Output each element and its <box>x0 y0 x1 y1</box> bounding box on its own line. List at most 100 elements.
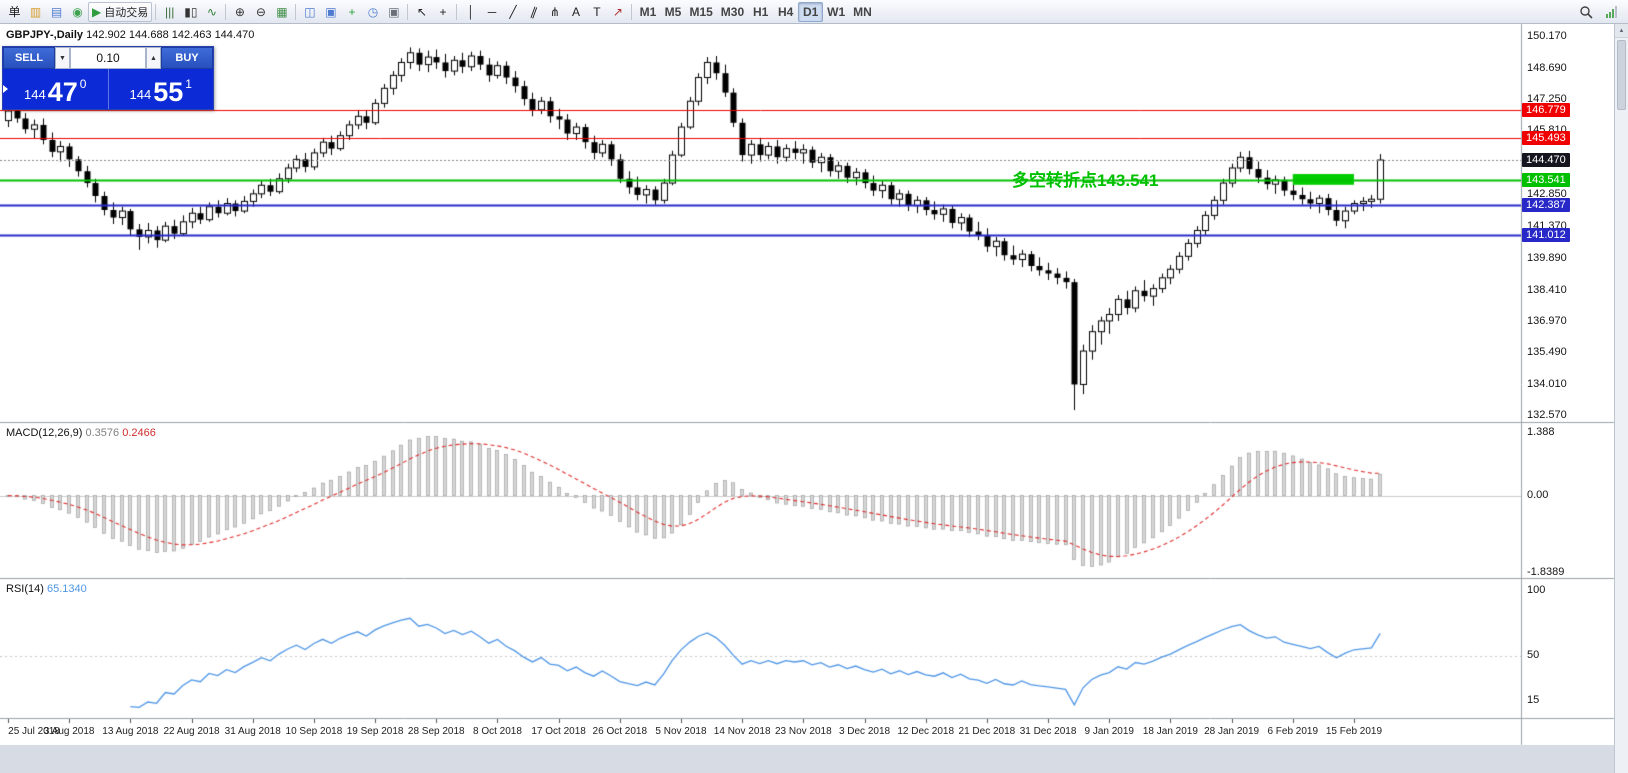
navigator-button-icon: ◉ <box>72 4 83 19</box>
search-button[interactable] <box>1575 2 1597 22</box>
timeframe-button-mn-icon: MN <box>853 4 872 19</box>
sell-price[interactable]: 144 47 0 <box>24 77 87 108</box>
indicators-button[interactable]: + <box>341 2 362 22</box>
timeframe-button-m1[interactable]: M1 <box>635 2 660 22</box>
buy-button[interactable]: BUY <box>161 47 213 69</box>
zoom-in-button[interactable]: ⊕ <box>229 2 250 22</box>
autotrading-button-label: 自动交易 <box>104 6 149 19</box>
vertical-line-button[interactable]: │ <box>460 2 481 22</box>
new-window-button-icon: ▣ <box>325 4 337 19</box>
toolbar-separator <box>295 3 297 20</box>
vertical-line-button-icon: │ <box>467 4 475 19</box>
macd-main-value: 0.3576 <box>85 427 120 439</box>
spread-pointer-icon <box>3 85 8 93</box>
volume-decrease-button[interactable]: ▼ <box>55 47 70 69</box>
timeframe-button-mn[interactable]: MN <box>849 2 876 22</box>
horizontal-line-button-icon: ─ <box>487 4 497 19</box>
trendline-button[interactable]: ╱ <box>502 2 523 22</box>
line-chart-type-button[interactable]: ∿ <box>201 2 222 22</box>
equidistant-channel-button[interactable]: ∥ <box>523 2 544 22</box>
scrollbar-up-arrow[interactable]: ▲ <box>1615 24 1628 38</box>
toolbar-separator <box>631 3 633 20</box>
scrollbar-thumb[interactable] <box>1617 40 1626 110</box>
timeframe-button-d1[interactable]: D1 <box>798 1 824 22</box>
timeframe-button-m30[interactable]: M30 <box>717 2 748 22</box>
arrows-button-icon: ↗ <box>612 4 623 19</box>
templates-button-icon: ▣ <box>388 4 400 19</box>
toolbar: 单 ▥ ▤ ◉ ▶ 自动交易 ||| ▮▯ ∿ ⊕ ⊖ ▦ ◫ ▣ + ◷ ▣ ↖ + │ ─ ╱ ∥ ⋔ A T ↗ M1 M5 M15… <box>0 0 1628 24</box>
market-watch-button[interactable]: ▤ <box>46 2 67 22</box>
templates-button[interactable]: ▣ <box>383 2 404 22</box>
search-icon <box>1580 5 1593 19</box>
timeframe-button-m5-icon: M5 <box>664 4 682 19</box>
new-order-button[interactable]: 单 <box>4 2 25 22</box>
text-button[interactable]: A <box>565 2 586 22</box>
new-order-button-icon: 单 <box>8 4 21 19</box>
tile-windows-button-icon: ◫ <box>304 4 316 19</box>
buy-price[interactable]: 144 55 1 <box>107 69 214 109</box>
status-strip <box>0 745 1614 773</box>
pivot-annotation-text: 多空转折点143.541 <box>1012 171 1159 190</box>
bar-chart-type-button[interactable]: ||| <box>159 2 180 22</box>
timeframe-button-h4[interactable]: H4 <box>773 2 798 22</box>
toolbar-separator <box>155 3 157 20</box>
navigator-button[interactable]: ◉ <box>67 2 88 22</box>
trade-controls-row: SELL ▼ ▲ BUY <box>3 47 213 69</box>
new-window-button[interactable]: ▣ <box>320 2 341 22</box>
bar-chart-type-button-icon: ||| <box>165 4 175 19</box>
toolbar-right <box>1575 2 1624 22</box>
volume-increase-button[interactable]: ▲ <box>146 47 161 69</box>
chart-window-icon-button[interactable]: ▥ <box>25 2 46 22</box>
zoom-out-button[interactable]: ⊖ <box>250 2 271 22</box>
chart-window-icon-button-icon: ▥ <box>29 4 42 19</box>
horizontal-line-button[interactable]: ─ <box>481 2 502 22</box>
autotrading-button-icon: ▶ <box>92 4 102 19</box>
toolbar-separator <box>407 3 409 20</box>
text-button-icon: A <box>571 4 580 19</box>
volume-input[interactable] <box>70 47 146 69</box>
crosshair-button-icon: + <box>439 4 447 19</box>
timeframe-button-m15[interactable]: M15 <box>685 2 716 22</box>
zoom-out-button-icon: ⊖ <box>255 4 266 19</box>
andrews-pitchfork-button[interactable]: ⋔ <box>544 2 565 22</box>
sell-button[interactable]: SELL <box>3 47 55 69</box>
autotrading-button[interactable]: ▶ 自动交易 <box>88 1 153 22</box>
connection-status-icon <box>1601 2 1622 22</box>
zoom-in-button-icon: ⊕ <box>234 4 245 19</box>
macd-indicator-label: MACD(12,26,9) 0.3576 0.2466 <box>6 427 156 439</box>
timeframe-button-m15-icon: M15 <box>689 4 713 19</box>
crosshair-button[interactable]: + <box>432 2 453 22</box>
timeframe-button-m5[interactable]: M5 <box>660 2 685 22</box>
text-label-button[interactable]: T <box>586 2 607 22</box>
ohlc-values: 142.902 144.688 142.463 144.470 <box>86 29 255 41</box>
arrows-button[interactable]: ↗ <box>607 2 628 22</box>
macd-signal-value: 0.2466 <box>122 427 156 439</box>
grid-button[interactable]: ▦ <box>271 2 292 22</box>
tile-windows-button[interactable]: ◫ <box>299 2 320 22</box>
timeframe-button-m1-icon: M1 <box>639 4 657 19</box>
candlestick-chart-type-button[interactable]: ▮▯ <box>180 2 201 22</box>
market-watch-button-icon: ▤ <box>50 4 63 19</box>
vertical-scrollbar[interactable]: ▲ <box>1614 24 1628 773</box>
timeframe-button-m30-icon: M30 <box>720 4 745 19</box>
timeframe-button-h4-icon: H4 <box>777 4 794 19</box>
periods-clock-button[interactable]: ◷ <box>362 2 383 22</box>
toolbar-buttons: 单 ▥ ▤ ◉ ▶ 自动交易 ||| ▮▯ ∿ ⊕ ⊖ ▦ ◫ ▣ + ◷ ▣ ↖ + │ ─ ╱ ∥ ⋔ A T ↗ M1 M5 M15… <box>4 0 1575 23</box>
candlestick-chart-type-button-icon: ▮▯ <box>184 4 198 19</box>
timeframe-button-w1[interactable]: W1 <box>823 2 849 22</box>
cursor-button[interactable]: ↖ <box>411 2 432 22</box>
text-label-button-icon: T <box>593 4 601 19</box>
periods-clock-button-icon: ◷ <box>367 4 379 19</box>
andrews-pitchfork-button-icon: ⋔ <box>549 4 560 19</box>
toolbar-separator <box>225 3 227 20</box>
indicators-button-icon: + <box>348 4 356 19</box>
timeframe-button-h1[interactable]: H1 <box>748 2 773 22</box>
timeframe-button-d1-icon: D1 <box>802 4 819 19</box>
timeframe-button-w1-icon: W1 <box>827 4 846 19</box>
signal-bars-icon <box>1606 5 1617 18</box>
line-chart-type-button-icon: ∿ <box>206 4 217 19</box>
trade-prices-row: 144 47 0 144 55 1 <box>3 69 213 109</box>
